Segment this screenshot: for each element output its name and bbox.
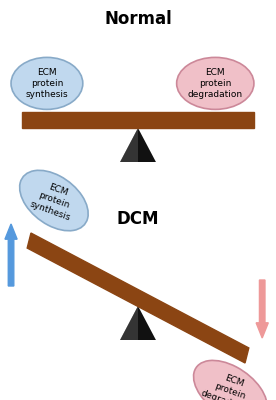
Ellipse shape (193, 360, 267, 400)
Text: ECM
protein
synthesis: ECM protein synthesis (26, 68, 68, 99)
Text: Normal: Normal (104, 10, 172, 28)
Ellipse shape (20, 170, 88, 231)
Text: ECM
protein
degradation: ECM protein degradation (199, 367, 262, 400)
FancyArrow shape (256, 280, 268, 338)
Text: ECM
protein
degradation: ECM protein degradation (188, 68, 243, 99)
Text: ECM
protein
synthesis: ECM protein synthesis (28, 178, 79, 222)
Polygon shape (27, 233, 249, 363)
Polygon shape (120, 306, 156, 340)
Text: DCM: DCM (117, 210, 159, 228)
Polygon shape (120, 128, 156, 162)
Ellipse shape (177, 58, 254, 110)
Polygon shape (22, 112, 254, 128)
FancyArrow shape (5, 224, 17, 286)
Polygon shape (120, 306, 138, 340)
Ellipse shape (11, 58, 83, 110)
Polygon shape (120, 128, 138, 162)
